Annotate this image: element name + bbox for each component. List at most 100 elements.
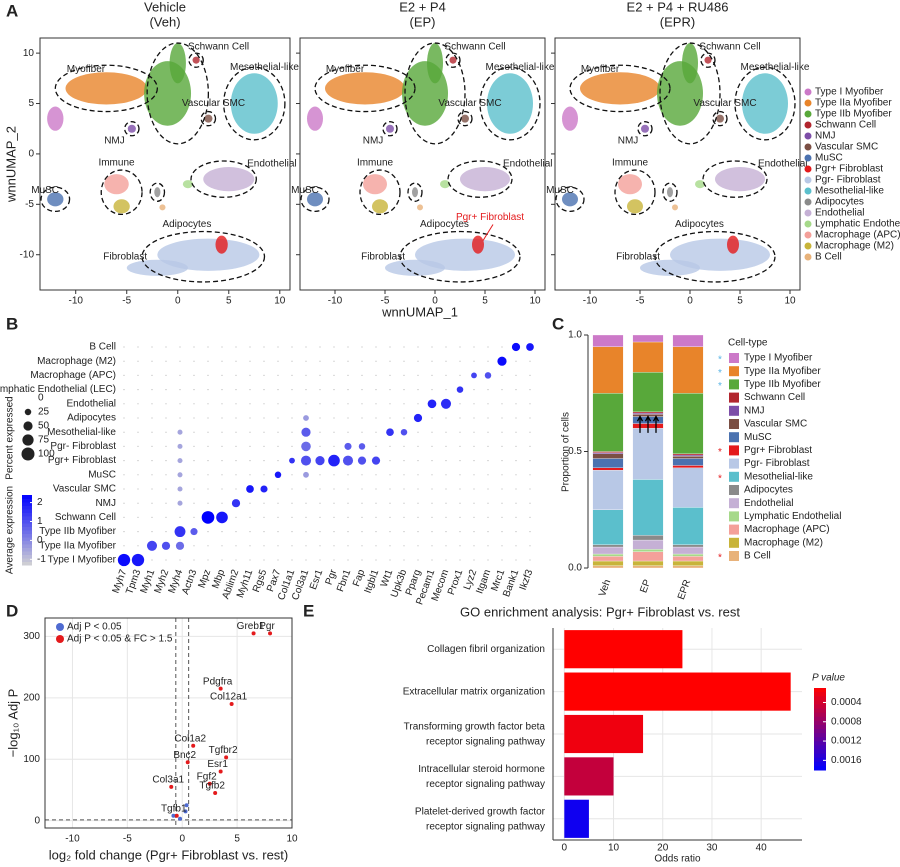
legend-swatch — [56, 635, 64, 643]
background-dot — [277, 559, 279, 561]
background-dot — [445, 488, 447, 490]
legend-label: Schwann Cell — [744, 392, 805, 403]
x-tick-label: 20 — [657, 843, 669, 854]
background-dot — [445, 502, 447, 504]
colorbar-label: 0.0008 — [831, 716, 862, 727]
expression-dot — [440, 398, 452, 409]
background-dot — [249, 346, 251, 348]
background-dot — [431, 502, 433, 504]
bar-segment — [632, 428, 664, 480]
background-dot — [347, 374, 349, 376]
background-dot — [123, 360, 125, 362]
x-tick-label: 10 — [784, 296, 796, 307]
cell-cluster — [307, 106, 323, 131]
background-dot — [263, 502, 265, 504]
colorbar-label: 0.0012 — [831, 736, 862, 747]
background-dot — [193, 559, 195, 561]
background-dot — [515, 389, 517, 391]
colorbar-segment — [22, 540, 32, 545]
y-tick-label: 200 — [23, 692, 40, 703]
background-dot — [515, 502, 517, 504]
expression-dot — [216, 511, 228, 524]
legend-label: Lymphatic Endothelial — [815, 219, 900, 230]
expression-dot — [484, 372, 492, 379]
cluster-label: Schwann Cell — [444, 42, 505, 53]
legend-swatch — [729, 379, 739, 390]
expression-dot — [511, 342, 521, 352]
cell-cluster — [169, 43, 186, 84]
bar-segment — [672, 553, 704, 557]
cell-cluster — [472, 235, 484, 254]
background-dot — [403, 389, 405, 391]
background-dot — [137, 460, 139, 462]
x-tick-label: 5 — [226, 296, 232, 307]
bar-segment — [592, 346, 624, 394]
background-dot — [151, 460, 153, 462]
background-dot — [431, 545, 433, 547]
x-tick-label: EP — [638, 578, 653, 595]
background-dot — [319, 488, 321, 490]
y-tick-label: Type I Myofiber — [48, 555, 117, 566]
background-dot — [235, 360, 237, 362]
background-dot — [165, 531, 167, 533]
background-dot — [375, 389, 377, 391]
cluster-label: Adipocytes — [162, 219, 211, 230]
background-dot — [249, 502, 251, 504]
background-dot — [389, 417, 391, 419]
background-dot — [277, 445, 279, 447]
background-dot — [137, 417, 139, 419]
y-tick-label: B Cell — [89, 342, 116, 353]
y-tick-label: Type IIb Myofiber — [39, 526, 116, 537]
legend-swatch — [804, 187, 812, 195]
colorbar-segment — [814, 724, 826, 730]
background-dot — [375, 474, 377, 476]
y-axis-label: Proportion of cells — [561, 412, 572, 492]
size-legend-label: 100 — [38, 449, 55, 460]
legend-swatch — [804, 143, 812, 151]
background-dot — [473, 545, 475, 547]
colorbar-segment — [814, 741, 826, 746]
background-dot — [123, 346, 125, 348]
background-dot — [221, 545, 223, 547]
cluster-label: Immune — [612, 158, 649, 169]
colorbar-segment — [814, 757, 826, 763]
background-dot — [151, 360, 153, 362]
point-label: Tgfb2 — [199, 781, 225, 792]
background-dot — [347, 431, 349, 433]
cluster-outline — [100, 169, 143, 216]
point — [171, 813, 176, 818]
background-dot — [221, 474, 223, 476]
cluster-label: Mesothelial-like — [486, 62, 555, 73]
plot-background — [45, 618, 292, 828]
background-dot — [361, 403, 363, 405]
bar-segment — [592, 451, 624, 453]
background-dot — [319, 474, 321, 476]
background-dot — [277, 389, 279, 391]
background-dot — [263, 559, 265, 561]
background-dot — [193, 545, 195, 547]
legend-marker: * — [718, 381, 722, 392]
x-tick-label: 10 — [286, 834, 298, 845]
background-dot — [151, 474, 153, 476]
x-tick-label: Veh — [597, 578, 613, 598]
background-dot — [193, 488, 195, 490]
background-dot — [473, 360, 475, 362]
background-dot — [473, 417, 475, 419]
legend-label: B Cell — [744, 551, 771, 562]
cell-cluster — [325, 72, 405, 105]
background-dot — [459, 460, 461, 462]
legend-label: Lymphatic Endothelial — [744, 511, 841, 522]
background-dot — [193, 417, 195, 419]
background-dot — [137, 545, 139, 547]
bar-segment — [632, 549, 664, 552]
cluster-label: Vascular SMC — [693, 98, 756, 109]
background-dot — [319, 545, 321, 547]
plot-frame — [39, 37, 291, 291]
background-dot — [249, 445, 251, 447]
background-dot — [361, 374, 363, 376]
cell-cluster — [641, 124, 649, 133]
background-dot — [389, 360, 391, 362]
cluster-outline — [404, 42, 466, 145]
background-dot — [123, 545, 125, 547]
cluster-outline — [300, 186, 330, 213]
